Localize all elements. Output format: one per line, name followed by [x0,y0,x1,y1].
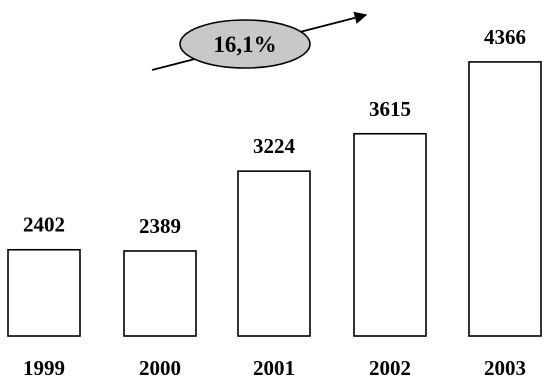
value-label-2000: 2389 [139,214,181,238]
value-label-2003: 4366 [484,25,526,49]
tick-label-2000: 2000 [139,356,181,380]
bars-group [7,61,542,337]
growth-annotation: 16,1% [151,11,368,71]
value-label-1999: 2402 [23,213,65,237]
bar-2000 [123,250,197,337]
tick-label-2001: 2001 [253,356,295,380]
bar-1999 [7,248,81,337]
tick-label-2003: 2003 [484,356,526,380]
growth-oval [179,19,311,69]
bar-2002 [353,132,427,337]
bar-2001 [237,170,311,337]
value-label-2001: 3224 [253,134,296,158]
tick-label-1999: 1999 [23,356,65,380]
bar-2003 [468,61,542,337]
x-axis-tick-labels: 1999 2000 2001 2002 2003 [23,356,526,380]
value-labels-group: 2402 2389 3224 3615 4366 [23,25,526,238]
growth-label: 16,1% [213,32,276,57]
tick-label-2002: 2002 [369,356,411,380]
value-label-2002: 3615 [369,97,411,121]
